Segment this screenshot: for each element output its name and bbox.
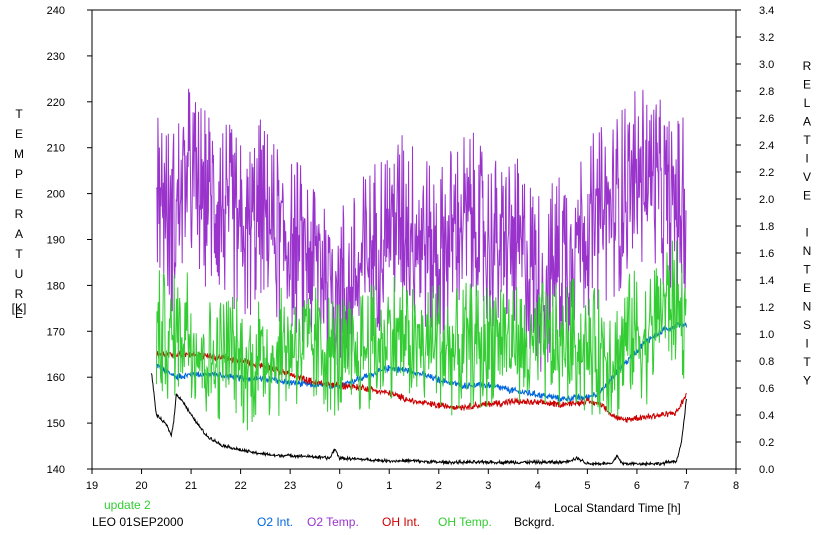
x-tick-label: 7 [683,480,689,492]
x-tick-label: 21 [185,480,197,492]
x-axis-label: Local Standard Time [h] [554,501,681,515]
right-tick-label: 2.2 [759,167,774,179]
right-tick-label: 2.0 [759,194,774,206]
right-axis-label-letter: E [803,189,811,203]
right-tick-label: 3.0 [759,59,774,71]
right-tick-label: 1.2 [759,302,774,314]
right-tick-label: 0.2 [759,437,774,449]
series-line-bckgrd [150,373,687,467]
right-axis-label-letter: Y [803,374,811,388]
right-axis-label-letter: N [803,244,812,258]
left-axis-label-letter: A [15,227,23,241]
left-tick-label: 150 [47,418,65,430]
left-axis-label-letter: R [15,287,24,301]
plot-frame [91,9,737,470]
left-axis-label-letter: R [15,207,24,221]
legend: O2 Int. O2 Temp. OH Int. OH Temp. Bckgrd. [257,515,555,529]
left-axis-label-letter: T [15,247,23,261]
x-tick-label: 3 [485,480,491,492]
series-line-o2-temp [155,88,687,372]
right-axis-label-letter: S [803,318,811,332]
right-tick-label: 2.6 [759,113,774,125]
right-axis-label-letter: T [803,263,811,277]
right-axis-label-letter: I [805,152,808,166]
right-tick-label: 0.0 [759,464,774,476]
right-axis-label-letter: R [803,59,812,73]
x-axis-ticks: 19 20 21 22 23 0 1 2 3 4 5 6 7 8 [86,469,739,492]
left-axis-unit: [K] [12,301,27,315]
x-tick-label: 19 [86,480,98,492]
right-tick-label: 0.8 [759,356,774,368]
left-tick-label: 140 [47,464,65,476]
right-axis-label-letter: A [803,115,811,129]
right-tick-label: 1.4 [759,275,774,287]
left-axis-label-letter: U [15,267,24,281]
right-axis-label-letter: E [803,78,811,92]
x-tick-label: 0 [337,480,343,492]
right-axis-label-letter: N [803,300,812,314]
series-lines [150,88,687,467]
right-tick-label: 0.4 [759,410,774,422]
legend-item: O2 Int. [257,515,293,529]
x-tick-label: 20 [135,480,147,492]
x-tick-label: 6 [634,480,640,492]
left-axis-label-letter: P [15,167,23,181]
right-axis-label-letter: T [803,133,811,147]
right-tick-label: 3.2 [759,32,774,44]
right-tick-label: 1.8 [759,221,774,233]
right-tick-label: 2.8 [759,86,774,98]
x-tick-label: 22 [234,480,246,492]
right-tick-label: 0.6 [759,383,774,395]
x-tick-label: 23 [284,480,296,492]
x-tick-label: 4 [535,480,541,492]
right-axis-label-letter: I [805,226,808,240]
left-axis-ticks: 140 150 160 170 180 190 200 210 220 230 240 [47,5,92,476]
left-tick-label: 230 [47,51,65,63]
x-tick-label: 2 [436,480,442,492]
legend-item: O2 Temp. [307,515,359,529]
right-axis-label-letter: V [803,170,811,184]
right-axis-label-letter: I [805,337,808,351]
left-axis-label-letter: E [15,127,23,141]
right-axis-label-letter: L [804,96,811,110]
left-tick-label: 200 [47,189,65,201]
legend-item: Bckgrd. [514,515,555,529]
right-tick-label: 1.6 [759,248,774,260]
right-axis-ticks: 0.0 0.2 0.4 0.6 0.8 1.0 1.2 1.4 1.6 1.8 2.0 2.2 2.4 2… [736,5,774,476]
station-text: LEO 01SEP2000 [92,515,184,529]
left-tick-label: 210 [47,143,65,155]
x-tick-label: 5 [584,480,590,492]
left-axis-label-letter: E [15,187,23,201]
left-tick-label: 220 [47,97,65,109]
update-text: update 2 [104,498,151,512]
right-axis-label-letter: T [803,355,811,369]
left-tick-label: 160 [47,372,65,384]
x-tick-label: 1 [386,480,392,492]
legend-item: OH Temp. [438,515,492,529]
series-line-oh-temp [155,240,687,431]
right-tick-label: 1.0 [759,329,774,341]
left-axis-label-letter: E [15,307,23,321]
left-axis-label-letter: T [15,107,23,121]
legend-item: OH Int. [382,515,420,529]
right-tick-label: 2.4 [759,140,774,152]
left-axis-label-letter: M [14,147,24,161]
left-tick-label: 240 [47,5,65,17]
left-tick-label: 180 [47,280,65,292]
right-tick-label: 3.4 [759,5,774,17]
left-tick-label: 170 [47,326,65,338]
left-tick-label: 190 [47,235,65,247]
right-axis-label-letter: E [803,281,811,295]
x-tick-label: 8 [733,480,739,492]
